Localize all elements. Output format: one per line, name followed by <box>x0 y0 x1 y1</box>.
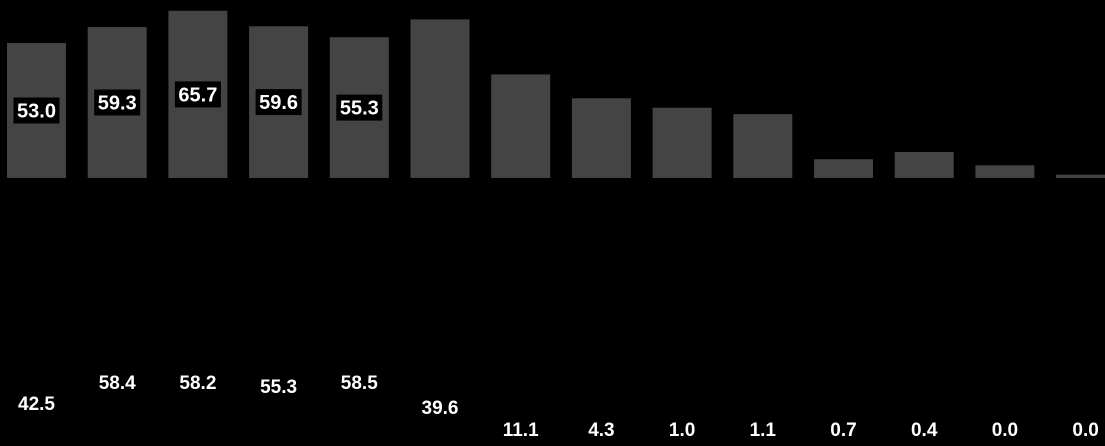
lower-value-label: 0.7 <box>830 420 856 441</box>
bar-label-background <box>94 89 141 116</box>
lower-value-label: 55.3 <box>260 377 297 398</box>
lower-value-label: 11.1 <box>503 420 539 441</box>
lower-value-label: 1.1 <box>750 420 777 441</box>
lower-value-label: 58.2 <box>179 373 216 394</box>
bar-label-background <box>13 97 60 124</box>
bar <box>652 107 712 178</box>
bar <box>491 74 551 178</box>
lower-value-label: 42.5 <box>18 394 55 415</box>
lower-value-label: 0.0 <box>992 420 1018 441</box>
lower-labels-group: 42.5 58.4 58.2 55.3 58.5 39.6 11.1 4.3 1.0 1.1 0.7… <box>18 373 1099 441</box>
bar-label-background <box>255 89 302 116</box>
bar <box>814 159 873 178</box>
lower-value-label: 0.0 <box>1072 420 1098 441</box>
bar-label-background <box>336 94 383 121</box>
bar-value-label: 55.3 <box>340 98 379 120</box>
bar-label-background <box>174 81 221 108</box>
bar-value-label: 53.0 <box>17 101 56 123</box>
lower-value-label: 1.0 <box>669 420 695 441</box>
bar <box>975 165 1035 178</box>
bar-labels-group: 53.0 59.3 65.7 59.6 55.3 <box>13 81 383 124</box>
lower-value-label: 58.5 <box>341 373 378 394</box>
bar <box>1056 174 1105 178</box>
bar <box>571 98 631 178</box>
bar-value-label: 59.3 <box>98 93 137 115</box>
bar <box>733 114 793 178</box>
bars-group <box>7 10 1105 179</box>
bar-value-label: 65.7 <box>178 84 217 106</box>
lower-value-label: 4.3 <box>588 420 614 441</box>
bar-value-label: 59.6 <box>259 92 298 114</box>
bar <box>894 152 954 178</box>
lower-value-label: 39.6 <box>422 398 459 419</box>
lower-value-label: 58.4 <box>99 373 136 394</box>
lower-value-label: 0.4 <box>911 420 938 441</box>
bar <box>410 19 470 179</box>
